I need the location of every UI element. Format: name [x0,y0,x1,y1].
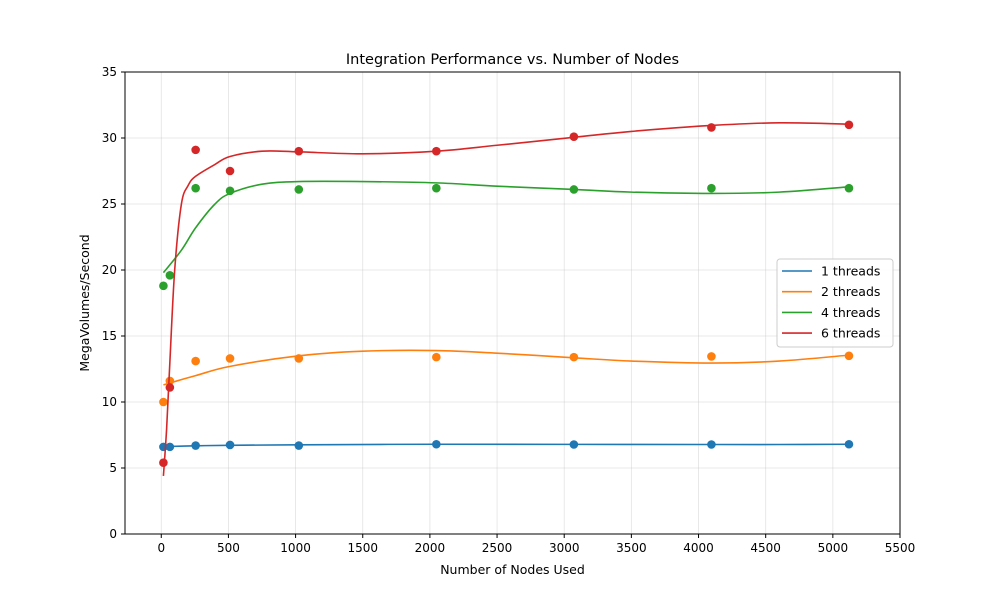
data-point-4-threads [844,183,854,193]
legend-item-2-threads: 2 threads [782,284,880,299]
series-4-threads [159,180,854,291]
x-tick-label: 500 [217,541,240,555]
data-point-4-threads [432,183,441,193]
series-line-4-threads [162,180,850,274]
data-point-6-threads [165,383,175,392]
data-point-6-threads [159,458,168,468]
data-point-6-threads [294,146,304,156]
data-point-1-threads [165,442,175,452]
data-point-2-threads [159,397,168,407]
x-axis-title: Number of Nodes Used [440,562,585,577]
x-tick-label: 1000 [280,541,311,555]
y-tick-label: 20 [102,263,117,277]
legend-label: 1 threads [821,264,880,279]
data-point-1-threads [294,441,304,450]
y-tick-label: 30 [102,131,117,145]
data-point-6-threads [191,145,200,155]
data-point-4-threads [165,270,175,280]
data-point-2-threads [432,352,441,362]
data-point-4-threads [191,183,200,193]
x-tick-label: 5500 [885,541,916,555]
data-point-6-threads [707,123,716,132]
data-point-1-threads [432,439,441,449]
series-line-2-threads [163,349,850,386]
legend-box [776,258,894,348]
legend: 1 threads 2 threads 4 threads 6 threads [776,258,894,348]
legend-item-6-threads: 6 threads [782,326,880,341]
data-point-2-threads [707,352,716,361]
x-tick-label: 3500 [616,541,647,555]
data-point-4-threads [569,185,579,194]
y-tick-label: 0 [109,527,117,541]
data-point-6-threads [844,120,854,130]
data-point-2-threads [191,356,200,366]
data-point-2-threads [294,354,304,363]
data-point-1-threads [225,440,235,450]
data-point-1-threads [191,441,200,450]
data-point-6-threads [432,146,441,156]
x-tick-label: 0 [157,541,165,555]
legend-item-1-threads: 1 threads [782,264,880,279]
data-point-6-threads [569,132,579,141]
series-line-1-threads [163,443,849,448]
x-tick-label: 4500 [750,541,781,555]
y-tick-label: 35 [102,65,117,79]
y-tick-label: 5 [109,461,117,475]
data-point-1-threads [844,439,854,449]
series-1-threads [159,439,854,452]
x-tick-label: 5000 [818,541,849,555]
legend-label: 6 threads [821,326,880,341]
legend-label: 2 threads [821,284,880,299]
plot-frame [124,71,901,535]
y-tick-label: 15 [102,329,117,343]
x-tick-label: 2500 [482,541,513,555]
y-tick-label: 25 [102,197,117,211]
data-point-4-threads [225,186,235,196]
data-point-2-threads [569,352,579,362]
data-point-2-threads [225,354,235,363]
legend-label: 4 threads [821,305,880,320]
legend-item-4-threads: 4 threads [782,305,880,320]
data-point-2-threads [165,376,175,386]
data-point-4-threads [294,185,304,194]
data-point-2-threads [844,351,854,361]
x-tick-label: 3000 [549,541,580,555]
y-axis-title: MegaVolumes/Second [77,234,92,371]
y-tick-label: 10 [102,395,117,409]
data-point-1-threads [569,440,579,449]
data-point-4-threads [707,183,716,193]
series-2-threads [159,349,854,407]
x-tick-label: 4000 [683,541,714,555]
series-line-6-threads [162,122,849,476]
data-point-4-threads [159,281,168,291]
x-tick-label: 1500 [347,541,378,555]
data-point-6-threads [225,166,235,176]
x-tick-label: 2000 [415,541,446,555]
series-6-threads [159,120,854,476]
series-layer [159,120,854,476]
chart-title: Integration Performance vs. Number of No… [346,52,679,68]
data-point-1-threads [707,440,716,449]
axis-ticks: 0 500 1000 1500 2000 2500 3000 3500 4000 4500 5000… [102,65,916,555]
